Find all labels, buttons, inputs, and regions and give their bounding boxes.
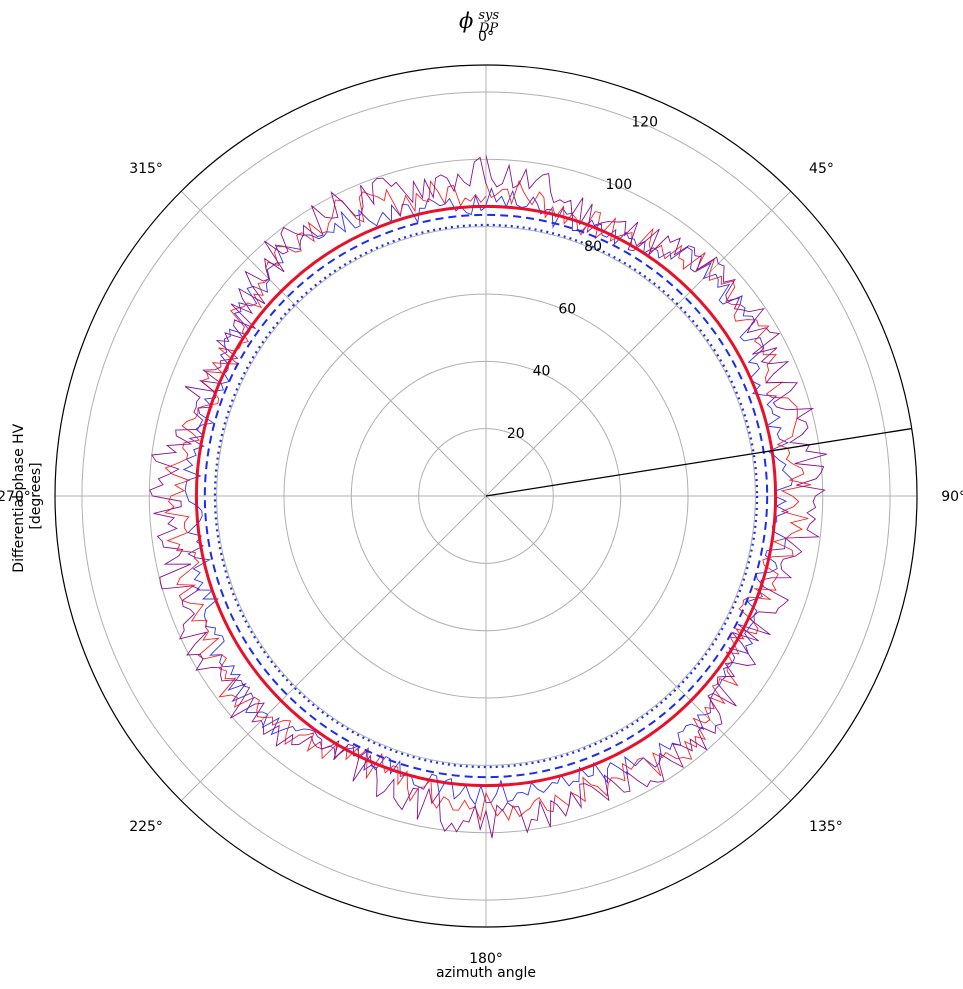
theta-tick-label-135: 135° [809,819,843,835]
theta-tick-label-315: 315° [129,161,163,177]
theta-grid-line-225 [180,495,487,802]
x-axis-label: azimuth angle [436,965,536,981]
mean-circle-solid [194,204,778,788]
r-tick-label-120: 120 [631,115,658,131]
r-tick-label-20: 20 [507,426,525,442]
series-line-2 [149,155,827,839]
y-axis-label: Differential phase HV [degrees] [11,419,44,572]
r-tick-label-60: 60 [558,301,576,317]
reference-azimuth-line [485,427,912,497]
theta-grid-line-315 [180,190,487,497]
label-layer: 20 40 60 80 100 120 0° 45° 90° 135° 180° 225° 270° 31… [0,29,963,967]
theta-grid-line-45 [485,190,792,497]
theta-tick-label-180: 180° [469,951,503,967]
y-axis-label-line1: Differential phase HV [11,423,27,572]
theta-tick-label-270: 270° [0,489,31,505]
r-tick-label-100: 100 [605,177,632,193]
polar-frame [54,64,918,928]
theta-tick-label-0: 0° [478,29,494,45]
mean-circle-dotted [213,223,759,769]
y-axis-label-line2: [degrees] [28,462,44,529]
r-tick-label-80: 80 [584,239,602,255]
grid-layer [54,64,918,928]
theta-tick-label-225: 225° [129,819,163,835]
reference-line-layer [485,427,912,497]
theta-tick-label-90: 90° [941,489,963,505]
theta-tick-label-45: 45° [809,161,834,177]
mean-circle-dashed [203,213,769,779]
theta-grid-line-135 [485,495,792,802]
r-tick-label-40: 40 [533,364,551,380]
series-line-0 [182,187,794,806]
mean-circles-layer [194,204,778,788]
chart-title: ϕ sys DP [459,6,503,36]
